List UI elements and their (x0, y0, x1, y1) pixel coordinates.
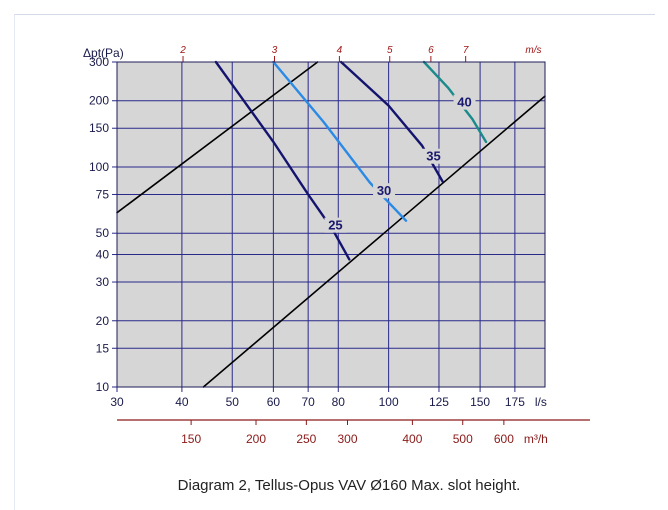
velocity-tick-label: 5 (387, 45, 393, 56)
y-tick-label: 15 (96, 341, 110, 355)
y-tick-label: 200 (89, 94, 109, 108)
velocity-tick-label: 3 (272, 45, 278, 56)
y-tick-label: 30 (96, 275, 110, 289)
x-tick-label: 150 (470, 395, 490, 409)
curve-label-25: 25 (328, 218, 342, 233)
chart-caption: Diagram 2, Tellus-Opus VAV Ø160 Max. slo… (15, 477, 668, 494)
curve-label-30: 30 (377, 183, 391, 198)
m3h-tick-label: 250 (296, 432, 316, 446)
velocity-tick-label: 7 (463, 45, 469, 56)
x-tick-label: 40 (175, 395, 189, 409)
velocity-tick-label: 2 (179, 45, 186, 56)
y-tick-label: 50 (96, 226, 110, 240)
y-axis-title: Δpt(Pa) (83, 46, 124, 60)
m3h-tick-label: 150 (181, 432, 201, 446)
y-tick-label: 75 (96, 187, 110, 201)
x-tick-label: 125 (429, 395, 449, 409)
curve-label-35: 35 (426, 149, 440, 164)
x-tick-label: 80 (332, 395, 346, 409)
m3h-tick-label: 300 (337, 432, 357, 446)
velocity-tick-label: 4 (337, 45, 343, 56)
y-tick-label: 150 (89, 121, 109, 135)
y-tick-label: 40 (96, 248, 110, 262)
velocity-tick-label: 6 (428, 45, 434, 56)
m3h-tick-label: 400 (402, 432, 422, 446)
curve-label-40: 40 (457, 95, 471, 110)
x-tick-label: 60 (267, 395, 281, 409)
x-tick-label: 70 (301, 395, 315, 409)
y-tick-label: 100 (89, 160, 109, 174)
chart: 30 40 50 60 70 80 100 125 150 175 l/s 10 15 20 30 40 50 7… (15, 15, 655, 477)
x-tick-label: 30 (110, 395, 124, 409)
velocity-unit-label: m/s (525, 45, 541, 56)
x-unit-label: l/s (535, 395, 547, 409)
x-tick-label: 100 (379, 395, 399, 409)
figure-frame: 30 40 50 60 70 80 100 125 150 175 l/s 10 15 20 30 40 50 7… (14, 14, 655, 510)
m3h-tick-label: 200 (246, 432, 266, 446)
m3h-tick-label: 600 (494, 432, 514, 446)
y-tick-label: 10 (96, 380, 110, 394)
x-tick-label: 50 (226, 395, 240, 409)
m3h-unit-label: m³/h (524, 432, 548, 446)
m3h-tick-label: 500 (453, 432, 473, 446)
x-tick-label: 175 (505, 395, 525, 409)
y-tick-label: 20 (96, 314, 110, 328)
